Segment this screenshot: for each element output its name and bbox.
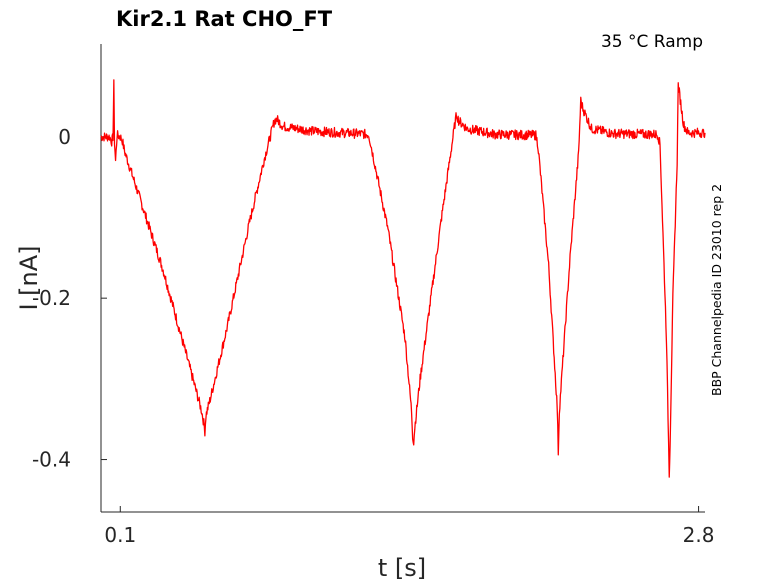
y-tick-label: 0: [58, 125, 71, 149]
y-tick-label: -0.4: [32, 448, 71, 472]
axes: [100, 44, 705, 513]
side-label: BBP Channelpedia ID 23010 rep 2: [709, 184, 724, 396]
y-ticks: 0 -0.2 -0.4: [32, 125, 107, 472]
x-axis-label: t [s]: [378, 554, 426, 582]
current-trace-line: [100, 79, 706, 478]
x-tick-label: 0.1: [104, 523, 136, 547]
chart-title: Kir2.1 Rat CHO_FT: [116, 7, 333, 31]
y-axis-label: I [nA]: [15, 245, 43, 310]
plot-area: [100, 79, 706, 478]
y-tick-label: -0.2: [32, 286, 71, 310]
x-ticks: 0.1 2.8: [104, 506, 714, 547]
x-tick-label: 2.8: [683, 523, 715, 547]
chart-subtitle: 35 °C Ramp: [601, 32, 703, 52]
